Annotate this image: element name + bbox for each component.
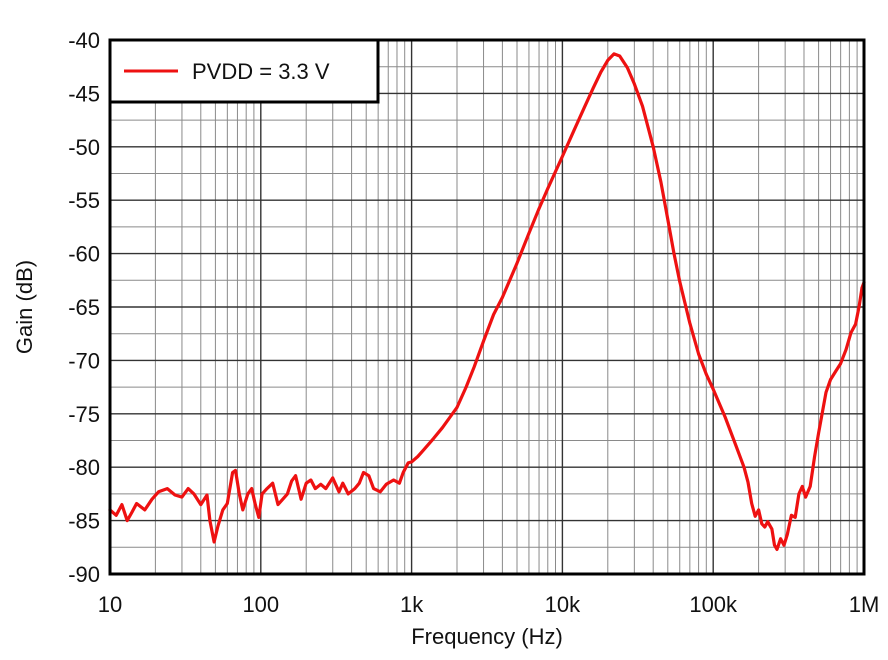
y-tick-label: -85 — [68, 509, 100, 534]
x-tick-label: 1k — [400, 592, 424, 617]
y-axis-title: Gain (dB) — [12, 260, 37, 354]
y-tick-label: -90 — [68, 562, 100, 587]
x-tick-label: 10k — [545, 592, 581, 617]
legend: PVDD = 3.3 V — [108, 38, 380, 104]
x-tick-label: 100 — [242, 592, 279, 617]
y-tick-label: -55 — [68, 188, 100, 213]
x-tick-label: 100k — [689, 592, 738, 617]
x-tick-label: 1M — [849, 592, 880, 617]
y-tick-label: -40 — [68, 28, 100, 53]
y-tick-label: -45 — [68, 81, 100, 106]
legend-label: PVDD = 3.3 V — [192, 59, 330, 84]
plot-frame — [108, 38, 866, 576]
y-tick-label: -80 — [68, 455, 100, 480]
x-axis-title: Frequency (Hz) — [411, 624, 563, 649]
y-tick-labels: -40 -45 -50 -55 -60 -65 -70 -75 -80 -85 -90 — [68, 28, 100, 587]
y-tick-label: -70 — [68, 348, 100, 373]
x-tick-labels: 10 100 1k 10k 100k 1M — [98, 592, 880, 617]
x-tick-label: 10 — [98, 592, 122, 617]
series-line-0 — [108, 52, 866, 551]
series-layer — [108, 52, 866, 551]
y-tick-label: -60 — [68, 242, 100, 267]
y-tick-label: -65 — [68, 295, 100, 320]
y-tick-label: -50 — [68, 135, 100, 160]
y-tick-label: -75 — [68, 402, 100, 427]
